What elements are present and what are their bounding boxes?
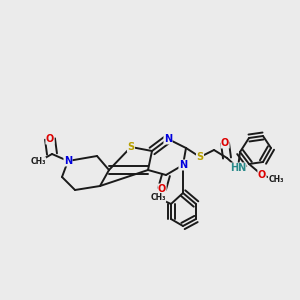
Text: O: O bbox=[258, 170, 266, 180]
Text: S: S bbox=[196, 152, 204, 162]
Text: O: O bbox=[158, 184, 166, 194]
Text: O: O bbox=[46, 134, 54, 144]
Text: N: N bbox=[64, 156, 72, 166]
Text: CH₃: CH₃ bbox=[150, 194, 166, 202]
Text: O: O bbox=[221, 138, 229, 148]
Text: N: N bbox=[164, 134, 172, 144]
Text: N: N bbox=[179, 160, 187, 170]
Text: CH₃: CH₃ bbox=[30, 158, 46, 166]
Text: CH₃: CH₃ bbox=[268, 176, 284, 184]
Text: S: S bbox=[128, 142, 135, 152]
Text: HN: HN bbox=[230, 163, 246, 173]
